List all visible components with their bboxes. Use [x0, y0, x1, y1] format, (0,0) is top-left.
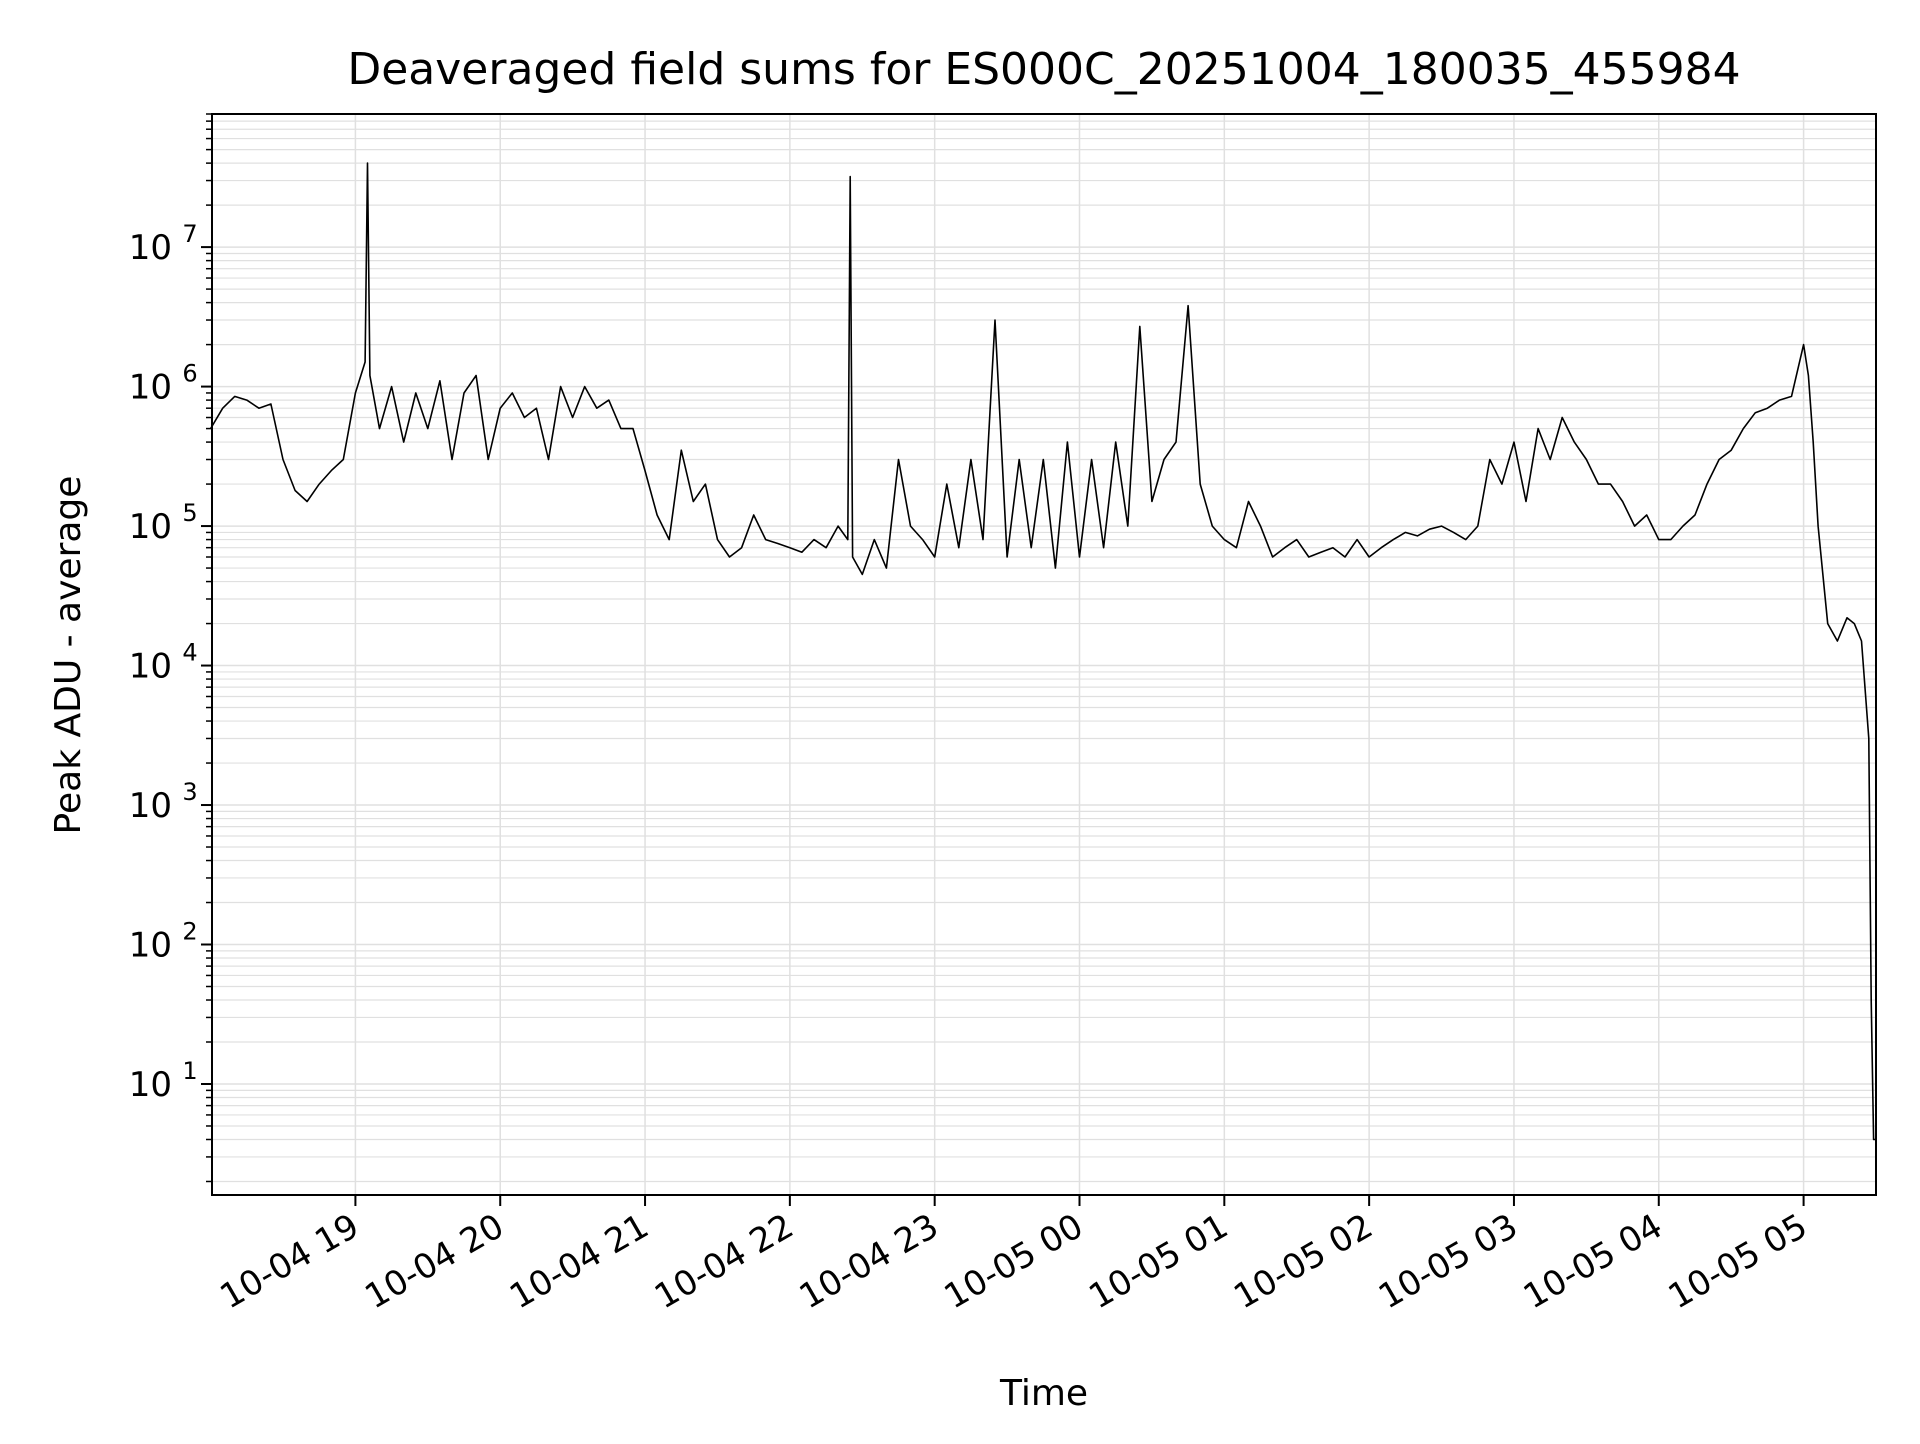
y-tick-exponent: 5	[182, 499, 197, 527]
y-tick-exponent: 4	[182, 639, 197, 667]
y-tick-label: 10	[129, 926, 172, 966]
plot-frame	[211, 113, 1877, 1196]
y-axis-label: Peak ADU - average	[48, 476, 89, 835]
y-tick-label: 10	[129, 1065, 172, 1105]
data-series	[209, 162, 1876, 1141]
grid-lines	[212, 113, 1876, 1195]
y-tick-label: 10	[129, 228, 172, 268]
chart-title: Deaveraged field sums for ES000C_2025100…	[347, 44, 1740, 95]
y-tick-label: 10	[129, 786, 172, 826]
data-line	[209, 162, 1876, 1141]
y-tick-exponent: 2	[182, 918, 197, 946]
y-tick-exponent: 6	[182, 360, 197, 388]
y-tick-label: 10	[129, 368, 172, 408]
y-tick-exponent: 3	[182, 778, 197, 806]
y-tick-exponent: 1	[182, 1057, 197, 1085]
y-tick-label: 10	[129, 647, 172, 687]
x-axis-label: Time	[999, 1373, 1088, 1414]
y-tick-label: 10	[129, 507, 172, 547]
y-tick-exponent: 7	[182, 220, 197, 248]
